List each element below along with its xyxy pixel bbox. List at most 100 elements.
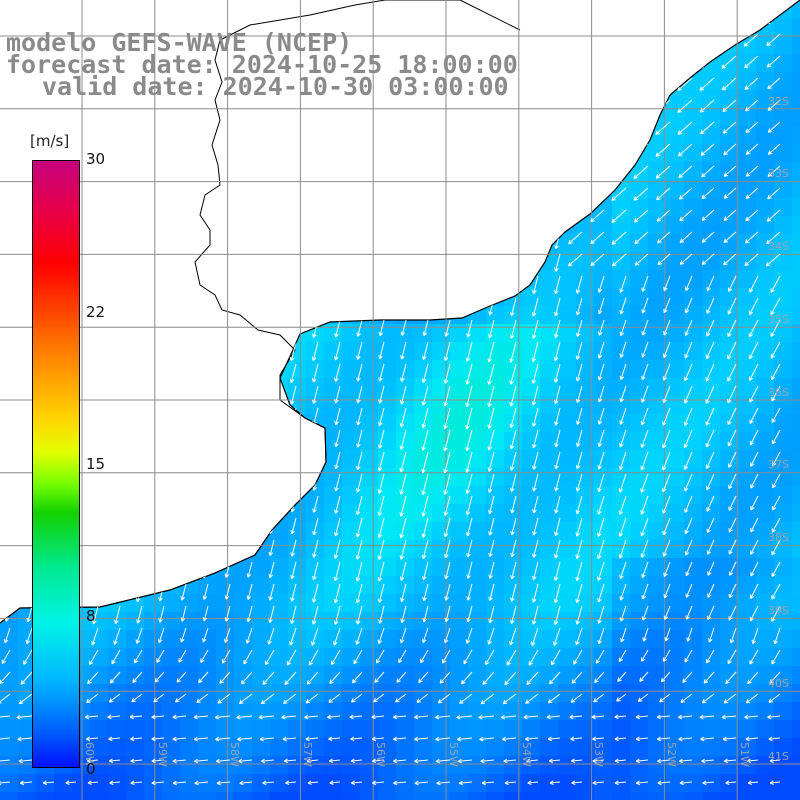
wind-arrow <box>378 121 385 138</box>
wind-arrow <box>378 143 385 161</box>
wind-arrow <box>180 187 187 205</box>
wind-arrow <box>378 253 385 272</box>
wind-arrow <box>531 297 539 317</box>
wind-arrow <box>356 209 363 228</box>
wind-arrow <box>92 11 99 28</box>
wind-arrow <box>683 473 693 492</box>
forecast-date: forecast date: 2024-10-25 18:00:00 <box>6 50 518 79</box>
wind-arrow <box>655 165 671 179</box>
wind-arrow <box>528 649 539 666</box>
wind-arrow <box>642 627 649 642</box>
wind-arrow <box>245 385 253 406</box>
wind-arrow <box>290 561 297 580</box>
wind-arrow <box>268 11 275 30</box>
colorbar-tick: 30 <box>86 150 106 168</box>
wind-arrow <box>767 165 781 177</box>
wind-arrow <box>443 429 451 452</box>
wind-arrow <box>744 253 759 266</box>
wind-arrow <box>640 473 649 493</box>
wind-arrow <box>727 451 737 468</box>
wind-arrow <box>180 297 187 313</box>
wind-arrow <box>378 209 385 228</box>
wind-arrow <box>26 11 33 29</box>
wind-arrow <box>748 319 759 338</box>
wind-arrow <box>151 714 165 720</box>
wind-arrow <box>488 121 495 138</box>
wind-arrow <box>114 451 121 468</box>
wind-arrow <box>180 363 187 381</box>
wind-arrow <box>532 495 539 514</box>
wind-arrow <box>488 605 495 624</box>
wind-arrow <box>48 11 55 30</box>
wind-arrow <box>750 539 759 555</box>
wind-arrow <box>618 539 627 559</box>
wind-arrow <box>158 231 165 249</box>
wind-arrow <box>422 187 429 205</box>
wind-arrow <box>202 143 209 161</box>
wind-arrow <box>530 627 539 646</box>
wind-arrow <box>91 627 99 646</box>
wind-arrow <box>159 11 165 27</box>
wind-arrow <box>92 561 99 580</box>
wind-arrow <box>245 341 253 361</box>
wind-arrow <box>770 319 781 337</box>
wind-arrow <box>268 605 275 624</box>
wind-arrow <box>723 231 737 244</box>
wind-arrow <box>619 385 627 403</box>
lon-label: 51W <box>738 742 751 767</box>
wind-arrow <box>87 780 99 786</box>
wind-arrow <box>662 517 671 536</box>
wind-arrow <box>132 671 143 683</box>
wind-arrow <box>553 561 561 581</box>
wind-arrow <box>509 385 517 407</box>
wind-arrow <box>334 451 341 470</box>
wind-arrow <box>334 473 341 492</box>
wind-arrow <box>487 429 495 451</box>
wind-arrow <box>378 341 385 360</box>
wind-arrow <box>439 671 451 684</box>
wind-arrow <box>356 275 363 294</box>
wind-arrow <box>4 99 11 117</box>
wind-arrow <box>663 297 671 314</box>
wind-arrow <box>465 341 473 362</box>
wind-arrow <box>290 11 297 30</box>
wind-arrow <box>751 627 759 645</box>
wind-arrow <box>706 275 715 292</box>
wind-arrow <box>290 99 297 115</box>
wind-arrow <box>553 385 561 405</box>
wind-arrow <box>91 583 99 603</box>
wind-arrow <box>597 429 605 448</box>
wind-arrow <box>246 561 253 578</box>
wind-arrow <box>640 407 649 426</box>
wind-arrow <box>422 583 429 602</box>
wind-arrow <box>444 319 451 337</box>
wind-arrow <box>641 605 649 621</box>
wind-arrow <box>509 451 517 471</box>
wind-arrow <box>268 451 275 470</box>
wind-arrow <box>614 758 627 764</box>
wind-arrow <box>114 495 121 514</box>
wind-arrow <box>202 297 209 313</box>
wind-arrow <box>334 297 341 316</box>
wind-arrow <box>399 429 407 450</box>
wind-arrow <box>201 473 209 493</box>
wind-arrow <box>158 99 165 116</box>
wind-arrow <box>421 473 429 495</box>
wind-arrow <box>747 780 759 786</box>
wind-arrow <box>767 121 781 133</box>
lat-label: 41S <box>768 750 789 763</box>
wind-arrow <box>422 561 429 581</box>
wind-arrow <box>19 780 33 786</box>
wind-arrow <box>108 693 121 703</box>
wind-arrow <box>399 385 407 405</box>
wind-arrow <box>510 275 517 294</box>
wind-arrow <box>554 143 561 159</box>
wind-arrow <box>655 143 671 157</box>
wind-arrow <box>180 209 187 227</box>
wind-arrow <box>202 385 209 404</box>
wind-arrow <box>136 253 143 271</box>
wind-arrow <box>268 253 275 270</box>
wind-arrow <box>202 363 209 382</box>
wind-arrow <box>268 99 275 116</box>
wind-arrow <box>614 780 627 786</box>
